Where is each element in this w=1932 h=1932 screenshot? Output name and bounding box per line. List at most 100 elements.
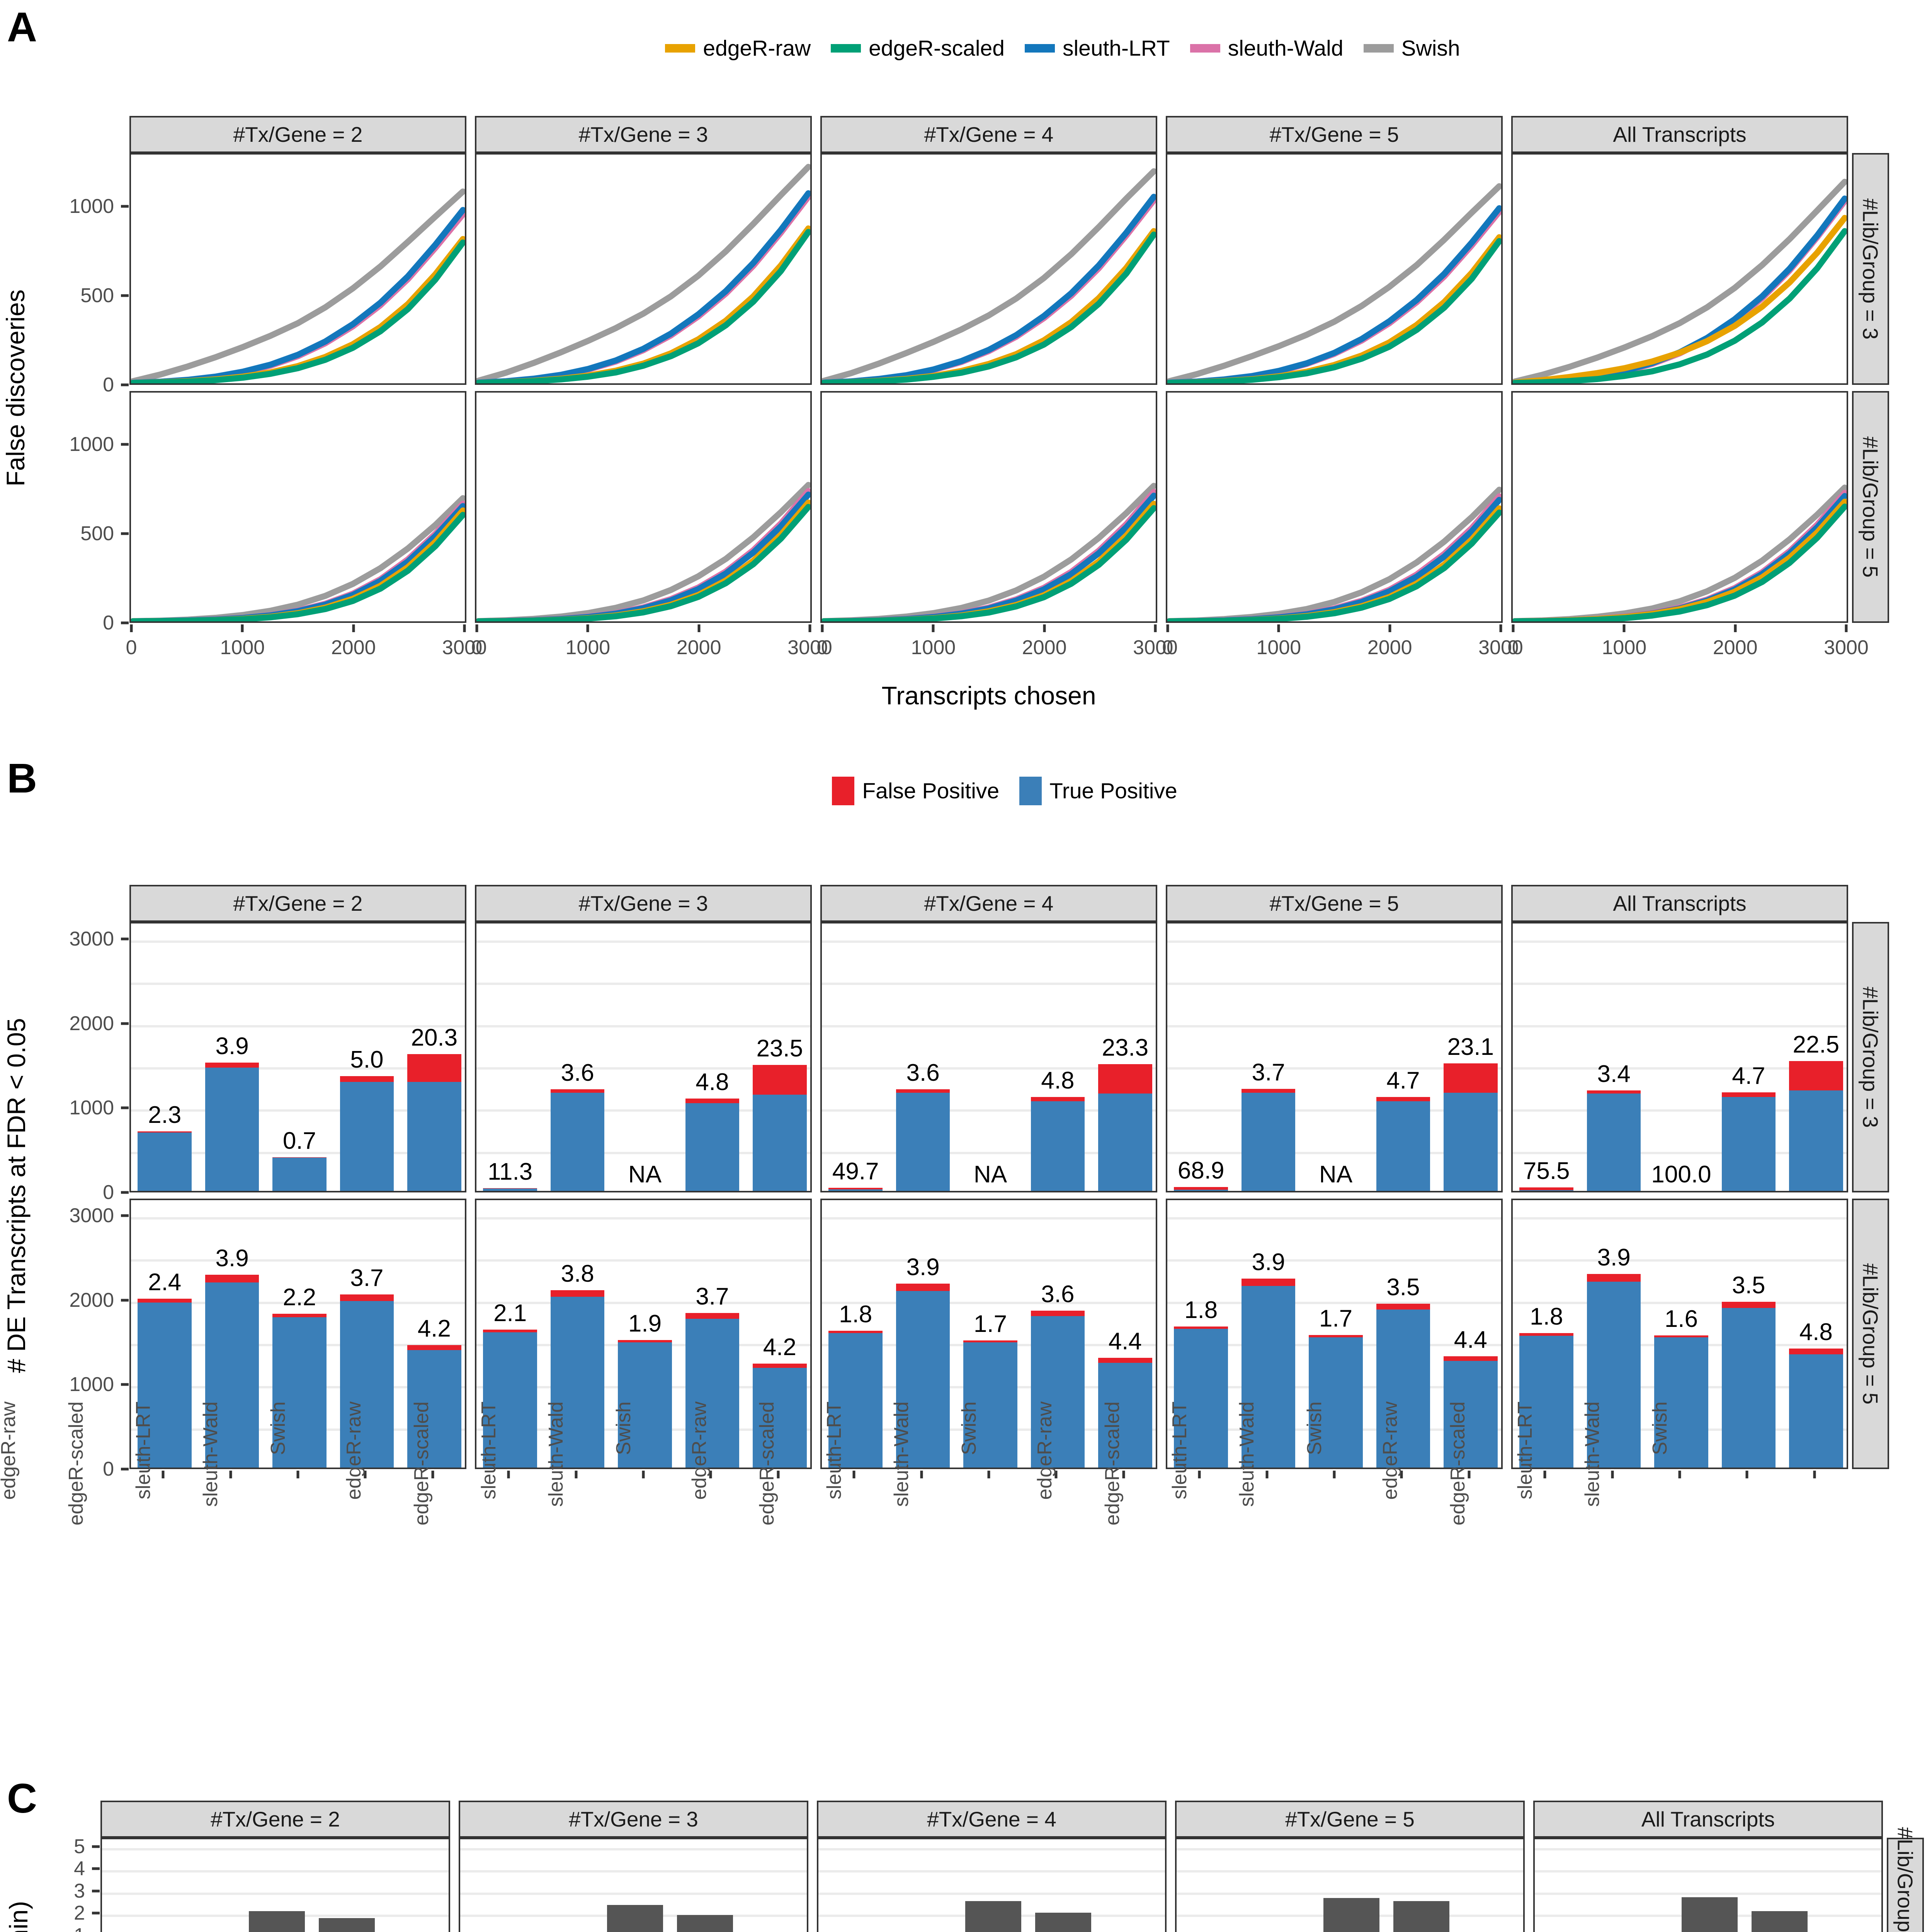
bar-edgeR-raw <box>828 1330 883 1468</box>
gridline <box>1513 940 1847 943</box>
panel-a-x-tick-mark <box>1845 624 1848 632</box>
legend-item-true-positive: True Positive <box>1019 777 1177 805</box>
bar-segment-false-positive <box>550 1089 605 1093</box>
panel-b-facet-2-2: 2.1 3.8 1.9 3.7 4.2 <box>475 1199 812 1469</box>
gridline <box>1513 1217 1847 1219</box>
bar-segment-true-positive <box>1444 1361 1498 1468</box>
panel-b-x-tick-label: sleuth-LRT <box>478 1401 500 1500</box>
bar-segment-true-positive <box>407 1350 461 1468</box>
gridline <box>131 940 465 943</box>
gridline <box>1535 1870 1881 1873</box>
bar-segment-true-positive <box>753 1094 807 1191</box>
panel-a-x-tick-label: 1000 <box>911 636 956 659</box>
panel-b-x-tick-label: edgeR-scaled <box>1101 1401 1124 1526</box>
gridline <box>1167 983 1501 985</box>
panel-a-x-tick-label: 2000 <box>676 636 721 659</box>
bar-segment-true-positive <box>1789 1354 1843 1468</box>
bar-segment-true-positive <box>1721 1308 1776 1468</box>
panel-b-x-tick-mark <box>1813 1471 1816 1478</box>
panel-b-x-tick-mark <box>296 1471 299 1478</box>
panel-b-facet-3-1: 49.7 3.6 NA 4.8 23.3 <box>820 922 1157 1192</box>
bar-edgeR-raw <box>1174 1326 1228 1468</box>
panel-b-x-tick-label: edgeR-scaled <box>65 1401 87 1526</box>
panel-a-x-tick-mark <box>1043 624 1046 632</box>
panel-c-y-tick-label: 5 <box>74 1835 85 1858</box>
bar-segment-false-positive <box>896 1284 950 1291</box>
gridline <box>822 1109 1156 1112</box>
bar-segment-false-positive <box>407 1345 461 1350</box>
panel-b-y-tick-mark <box>121 937 129 940</box>
panel-b-y-tick-mark <box>121 1299 129 1301</box>
panel-b-letter: B <box>7 755 37 801</box>
bar-edgeR-scaled <box>550 1290 605 1468</box>
panel-a-y-tick-label: 0 <box>103 374 114 396</box>
bar-sleuth-Wald <box>1031 1310 1085 1468</box>
panel-a-x-tick-mark <box>586 624 589 632</box>
facet-strip-top: #Tx/Gene = 2 <box>100 1801 450 1838</box>
curve-Swish <box>822 168 1156 383</box>
panel-a-facet-4-2 <box>1166 391 1503 623</box>
panel-a-facet-2-1 <box>475 153 812 385</box>
bar-segment-true-positive <box>340 1082 394 1191</box>
panel-a-facet-5-2 <box>1511 391 1848 623</box>
panel-c-facet-1-1 <box>100 1838 450 1932</box>
panel-b-chart: # DE Transcripts at FDR < 0.05 0 1000 2000 3… <box>0 885 1932 1727</box>
bar-segment-false-positive <box>483 1329 537 1332</box>
panel-b-x-tick-mark <box>1400 1471 1403 1478</box>
curve-edgeR-scaled <box>822 231 1156 383</box>
gridline <box>460 1870 807 1873</box>
bar-sleuth-Wald <box>1376 1304 1430 1468</box>
panel-a-curve-group <box>131 188 465 383</box>
bar-segment-true-positive <box>272 1157 327 1191</box>
bar-sleuth-LRT <box>1682 1897 1738 1932</box>
panel-a-facet-1-1 <box>129 153 466 385</box>
gridline <box>822 1025 1156 1027</box>
gridline <box>460 1892 807 1895</box>
bar-segment-true-positive <box>1587 1281 1641 1468</box>
bar-segment-false-positive <box>828 1330 883 1333</box>
bar-segment-true-positive <box>483 1332 537 1468</box>
bar-segment-true-positive <box>1721 1097 1776 1191</box>
gridline <box>822 1217 1156 1219</box>
gridline <box>1513 1067 1847 1070</box>
panel-c-y-tick-mark <box>92 1912 100 1915</box>
panel-b-x-tick-label: Swish <box>267 1401 289 1455</box>
panel-a-y-tick-mark <box>121 443 129 446</box>
panel-b-y-tick-label: 2000 <box>69 1289 114 1311</box>
bar-Swish <box>753 1065 807 1191</box>
bar-value-label: 68.9 <box>1177 1157 1225 1184</box>
panel-a-x-tick-label: 0 <box>126 636 137 659</box>
bar-value-label: NA <box>628 1161 662 1188</box>
panel-b-x-tick-label: edgeR-scaled <box>1446 1401 1469 1526</box>
panel-b-facet-3-2: 1.8 3.9 1.7 3.6 4.4 <box>820 1199 1157 1469</box>
curve-edgeR-scaled <box>1513 503 1847 621</box>
panel-b-y-tick-label: 0 <box>103 1181 114 1204</box>
gridline <box>131 1301 465 1304</box>
curve-edgeR-scaled <box>1167 238 1501 383</box>
facet-strip-top: #Tx/Gene = 2 <box>129 885 466 922</box>
panel-b-x-tick-label: sleuth-LRT <box>1168 1401 1191 1500</box>
panel-b-y-tick-label: 3000 <box>69 1204 114 1227</box>
curve-edgeR-scaled <box>131 239 465 383</box>
panel-b-x-tick-mark <box>431 1471 434 1478</box>
bar-edgeR-raw <box>1519 1333 1573 1468</box>
bar-Swish <box>1444 1063 1498 1191</box>
legend-label: True Positive <box>1049 779 1177 803</box>
bar-segment-false-positive <box>138 1298 192 1303</box>
bar-value-label: 1.8 <box>1184 1296 1218 1323</box>
facet-strip-top: #Tx/Gene = 4 <box>820 116 1157 153</box>
panel-a-facet-3-2 <box>820 391 1157 623</box>
gridline <box>1513 1259 1847 1262</box>
gridline <box>1177 1870 1523 1873</box>
panel-b-x-tick-mark <box>575 1471 578 1478</box>
curve-edgeR-raw <box>131 236 465 383</box>
bar-value-label: 3.5 <box>1386 1274 1420 1301</box>
panel-a-facet-5-1 <box>1511 153 1848 385</box>
bar-sleuth-Wald <box>1393 1901 1449 1932</box>
bar-sleuth-LRT <box>1309 1335 1363 1468</box>
bar-value-label: 1.6 <box>1664 1305 1698 1332</box>
bar-sleuth-LRT <box>607 1905 663 1932</box>
panel-b-y-tick-label: 2000 <box>69 1012 114 1035</box>
gridline <box>822 983 1156 985</box>
bar-value-label: 1.8 <box>1530 1303 1563 1330</box>
